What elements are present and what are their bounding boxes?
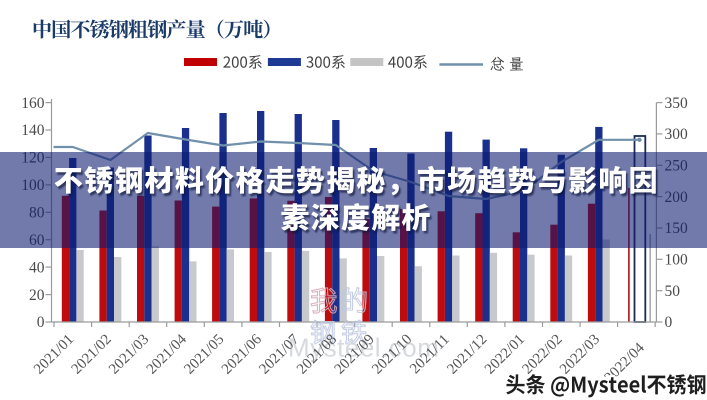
svg-text:0: 0 bbox=[37, 314, 45, 331]
svg-text:0: 0 bbox=[665, 314, 673, 331]
svg-text:300: 300 bbox=[665, 126, 689, 143]
svg-text:40: 40 bbox=[29, 259, 45, 276]
svg-text:100: 100 bbox=[665, 252, 689, 269]
svg-text:140: 140 bbox=[21, 122, 45, 139]
svg-text:20: 20 bbox=[29, 287, 45, 304]
svg-text:50: 50 bbox=[665, 283, 681, 300]
svg-text:Mysteel.com: Mysteel.com bbox=[288, 333, 439, 363]
svg-text:160: 160 bbox=[21, 95, 45, 112]
svg-text:350: 350 bbox=[665, 95, 689, 112]
